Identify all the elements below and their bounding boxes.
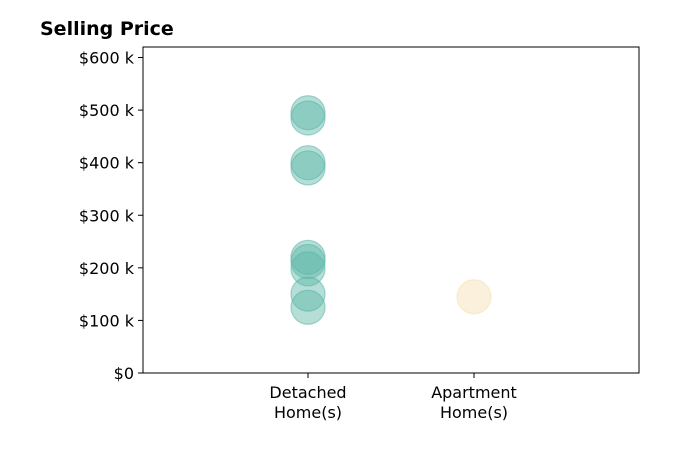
y-tick-label: $300 k — [79, 206, 135, 225]
plot-area-frame — [142, 46, 640, 374]
data-point — [290, 95, 326, 131]
data-point — [290, 276, 326, 312]
data-point — [290, 150, 326, 186]
data-point — [290, 243, 326, 280]
data-point — [290, 145, 326, 181]
y-tick-label: $500 k — [79, 101, 135, 120]
data-point — [456, 279, 492, 315]
y-tick-label: $0 — [114, 364, 134, 383]
x-tick-label: Apartment Home(s) — [431, 383, 517, 422]
data-point — [290, 251, 326, 287]
x-axis: Detached Home(s) Apartment Home(s) — [269, 373, 517, 422]
y-tick-label: $600 k — [79, 49, 135, 68]
x-tick-label: Detached Home(s) — [269, 383, 346, 422]
data-point — [290, 100, 326, 136]
y-tick-label: $400 k — [79, 154, 135, 173]
chart-title: Selling Price — [40, 18, 174, 40]
y-axis: $0 $100 k $200 k $300 k $400 k $500 k $600 k — [79, 49, 143, 383]
y-tick-label: $200 k — [79, 259, 135, 278]
data-points — [290, 95, 492, 325]
data-point — [290, 289, 326, 325]
y-tick-label: $100 k — [79, 311, 135, 330]
